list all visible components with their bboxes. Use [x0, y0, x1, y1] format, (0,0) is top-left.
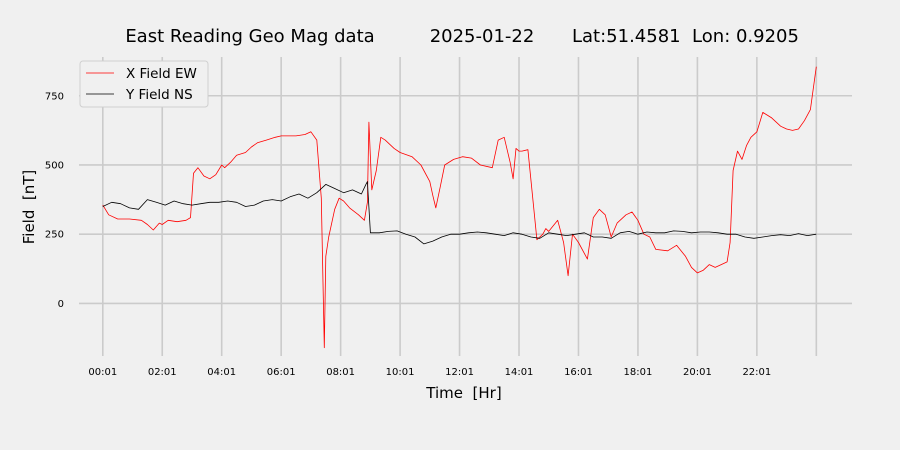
legend-label-x-field: X Field EW [126, 66, 197, 82]
x-tick-label: 04:01 [207, 367, 236, 378]
x-tick-label: 16:01 [564, 367, 593, 378]
x-tick-label: 00:01 [88, 367, 117, 378]
chart-title-location: Lat:51.4581 Lon: 0.9205 [572, 26, 799, 47]
series-line-x-field [102, 66, 817, 349]
x-tick-label: 12:01 [445, 367, 474, 378]
x-tick-label: 20:01 [683, 367, 712, 378]
x-tick-label: 22:01 [742, 367, 771, 378]
series-line-y-field [102, 181, 817, 245]
y-axis-label: Field [nT] [20, 170, 38, 245]
tick-layer: 0 250 500 750 00:01 02:01 04:01 06:01 08:01 10:01… [45, 91, 771, 378]
x-tick-label: 06:01 [267, 367, 296, 378]
x-tick-label: 10:01 [386, 367, 415, 378]
y-tick-label: 250 [45, 230, 64, 241]
legend-frame [79, 60, 209, 108]
y-tick-label: 500 [45, 160, 64, 171]
x-tick-label: 18:01 [624, 367, 653, 378]
x-tick-label: 14:01 [505, 367, 534, 378]
y-tick-label: 750 [45, 91, 64, 102]
chart-title: East Reading Geo Mag data [125, 26, 374, 47]
legend-label-y-field: Y Field NS [125, 87, 193, 103]
x-tick-label: 02:01 [148, 367, 177, 378]
x-axis-label: Time [Hr] [425, 384, 501, 402]
legend: X Field EW Y Field NS [79, 60, 209, 108]
y-tick-label: 0 [58, 299, 64, 310]
series-layer [102, 66, 817, 349]
x-tick-label: 08:01 [326, 367, 355, 378]
chart-title-date: 2025-01-22 [430, 26, 535, 47]
